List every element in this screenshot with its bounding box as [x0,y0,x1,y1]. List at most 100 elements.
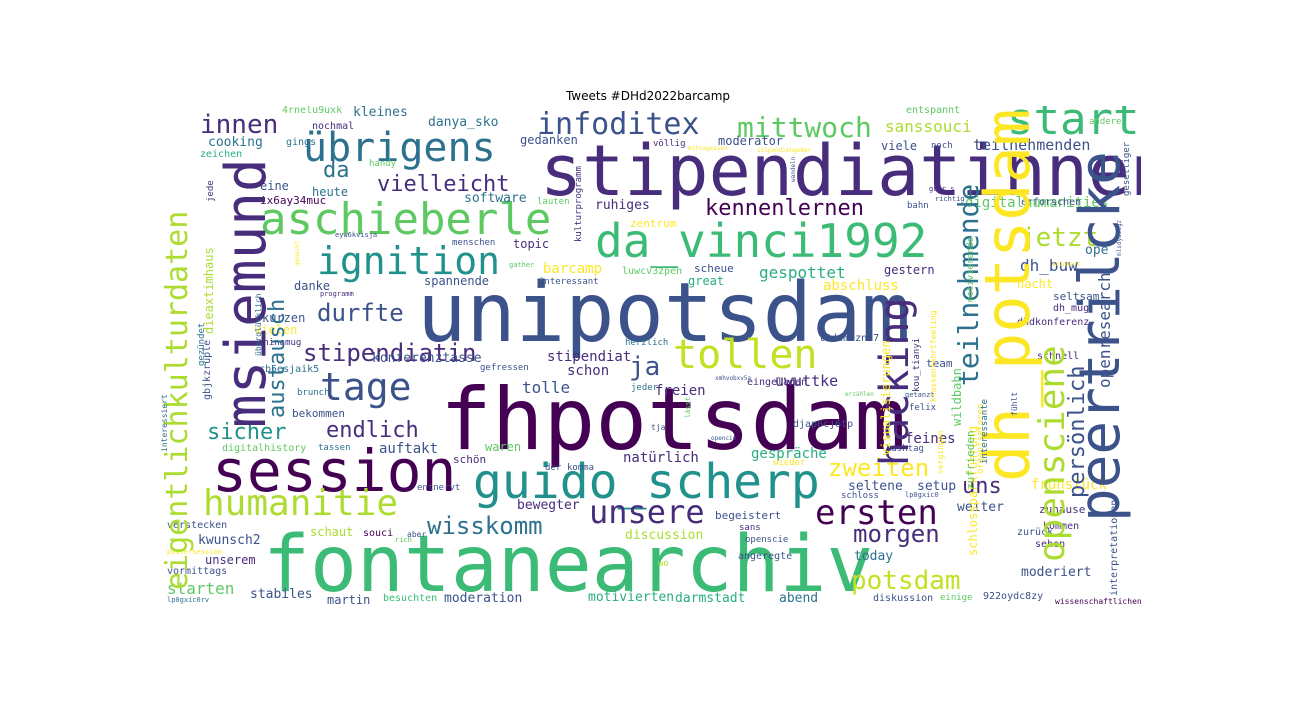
word-martin: martin [327,593,371,607]
word-gespraeche: gespräche [751,446,827,462]
word-schoen: schön [453,453,487,466]
word-hashtag: hashtag [886,444,924,454]
word-stipendiengeber: stipendiengeber [757,147,812,154]
word-konferenztasse: konferenztasse [372,351,482,366]
word-gestern: gestern [884,263,935,277]
word-moderiert: moderiert [1021,565,1092,580]
word-ruhiges: ruhiges [595,198,650,213]
word-guhr_s: guhr_s [929,185,955,193]
word-menschen: menschen [452,238,496,248]
word-starten: starten [167,579,235,598]
word-gefressen: gefressen [480,363,529,373]
word-erinnert: erinnert [1052,261,1081,268]
word-kou_tianyi: kou_tianyi [912,337,922,392]
word-eingeladen: eingeladen [747,377,808,388]
word-danya_sko: danya_sko [428,115,499,130]
word-angeregte: angeregte [738,551,793,562]
word-wieder: wieder [773,458,806,468]
word-persoenlich: persönlich [1065,365,1090,498]
word-schaut: schaut [310,525,354,539]
word-besuchten: besuchten [383,593,438,604]
word-wisskomm: wisskomm [427,512,543,540]
word-austausch: austausch [265,298,290,418]
word-heute: heute [312,185,349,199]
word-team: team [926,357,953,370]
word-uns: uns [962,474,1002,499]
word-mitnagessen: mitnagessen [688,145,728,152]
word-zeichen: zeichen [200,149,243,160]
word-herzlich: herzlich [625,338,669,348]
word-mlsdyw5sgz: mlsdyw5sgz [1116,219,1123,256]
word-gespottet: gespottet [759,263,846,282]
word-922oydc8zy: 922oydc8zy [983,591,1044,602]
word-einige: einige [940,593,973,603]
word-wo: wo [658,559,669,569]
word-zweiten: zweiten [828,454,930,482]
word-uwuttke: uwuttke [775,372,839,390]
word-software: software [464,191,527,206]
word-kwunsch2: kwunsch2 [198,533,261,548]
word-wandeln: wandeln [790,156,797,182]
word-geselliger: geselliger [1122,141,1132,196]
word-luwcv3zpen: luwcv3zpen [622,266,683,277]
word-felix: felix [909,403,937,413]
word-kennenlernen: kennenlernen [705,196,864,221]
word-vormittags: vormittags [167,566,228,577]
word-zurueck: zurück [1017,527,1054,538]
word-verstecken: verstecken [167,520,228,531]
word-openresearch: openresearch [1095,272,1114,388]
word-djap6cj6tp: djap6cj6tp [793,419,854,430]
word-ueberglücklich: überglücklich [254,293,263,356]
word-tollen: tollen [673,332,818,378]
word-programm: programm [320,290,354,298]
word-vielleicht: vielleicht [377,172,510,197]
word-tolle: tolle [522,378,571,397]
word-digitalhumanities: digitalhumanities [965,195,1109,211]
word-erzaehlen: erzählen [845,391,874,398]
word-vergingen: vergingen [936,430,945,474]
word-tassen: tassen [318,443,351,453]
word-durfte: durfte [317,299,404,327]
word-da: da [323,158,350,183]
word-interpretationen: interpretationen [1109,499,1120,596]
word-session: session [212,437,457,505]
word-tage: tage [320,365,412,409]
word-sicher: sicher [207,420,287,445]
word-xmhvobxv5a: xmhvobxv5a [715,375,752,382]
word-discussion: discussion [625,528,704,543]
word-waren: waren [485,440,522,454]
word-ix6ay34muc: ix6ay34muc [260,194,327,207]
word-nacht: nacht [1017,277,1054,291]
word-kurzen: kurzen [262,311,306,325]
word-zentrum: zentrum [630,217,677,230]
word-motivierende: motivierende [966,236,976,302]
word-erforschen: erforschen [1021,197,1082,208]
word-kommen: kommen [1043,521,1080,532]
word-moderator: moderator [718,134,784,148]
word-voellig: völlig [653,139,686,149]
word-postersession: postersession [167,548,222,556]
word-motivierten: motivierten [588,590,675,605]
word-fruehstueck: frühstück [1031,477,1107,493]
word-mittwoch: mittwoch [737,111,872,144]
word-humanitie: humanitie [203,483,399,524]
word-laesst: lässt [684,396,692,418]
word-stipendiat: stipendiat [547,349,632,365]
word-handy: handy [369,159,397,169]
word-unserem: unserem [205,553,256,567]
word-tja: tja [651,423,666,432]
word-zufrieden: zufrieden [964,430,977,490]
word-natuerlich: natürlich [623,450,699,466]
word-seltsam: seltsam [1053,290,1100,303]
word-lp0gxic0rv: lp0gxic0rv [167,596,210,604]
word-dh_buw: dh_buw [1020,256,1078,275]
word-aschieberle: aschieberle [260,194,552,245]
word-lp0gxic0: lp0gxic0 [905,491,939,499]
word-zuhause: zuhause [1039,503,1086,516]
word-teilnehmenden: teilnehmenden [973,136,1091,154]
word-cloud: fhpotsdam unipotsdam fontanearchiv stipe… [155,106,1141,610]
word-gedanken: gedanken [520,133,578,147]
word-kulturprogramm: kulturprogramm [574,166,584,242]
word-bahn: bahn [907,201,929,211]
word-der: der [545,463,562,473]
